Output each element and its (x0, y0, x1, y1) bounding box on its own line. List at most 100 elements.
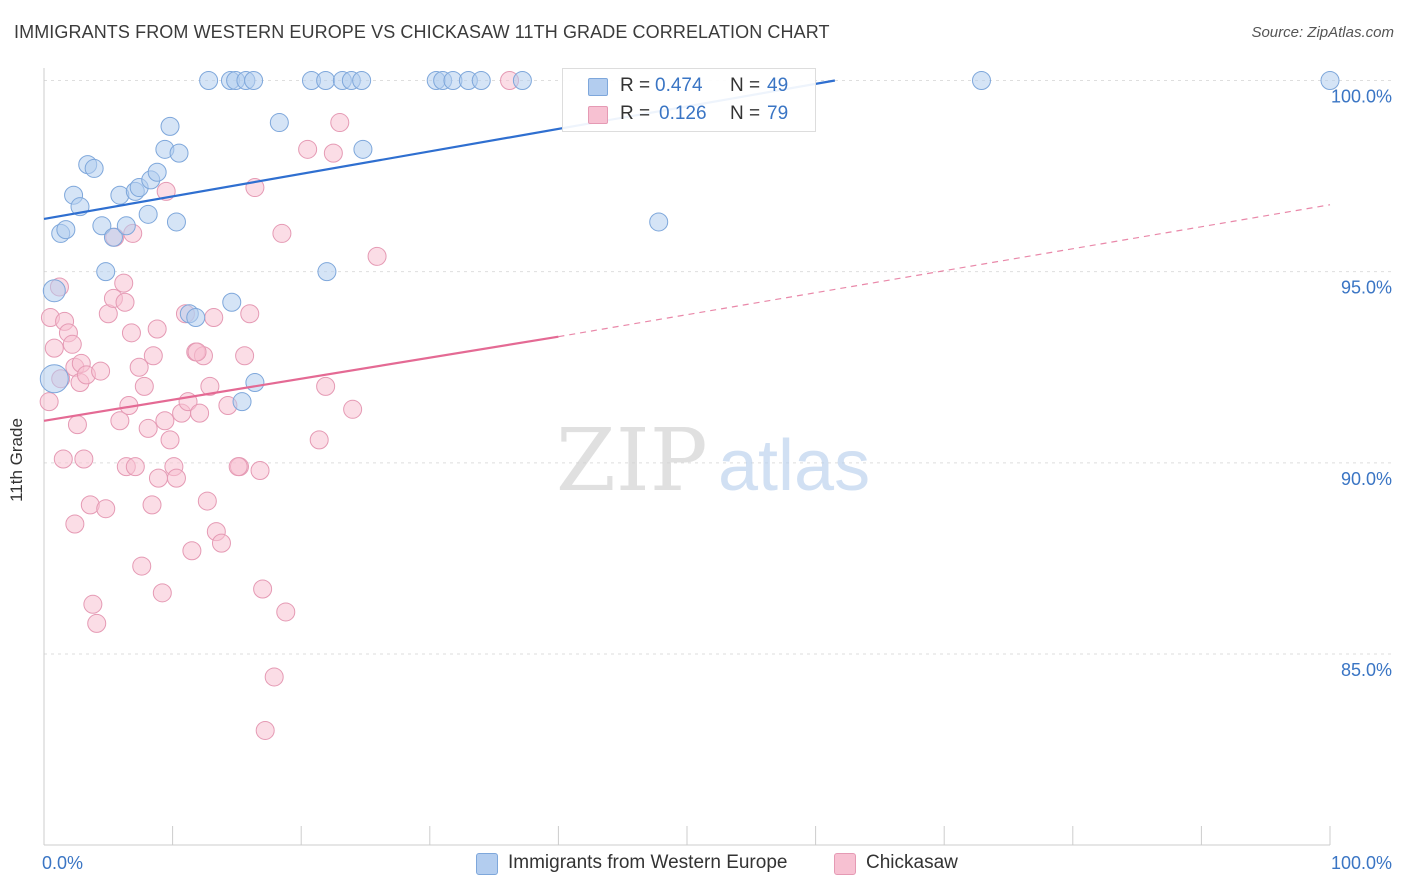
western-europe-point (92, 216, 112, 236)
chickasaw-point (67, 415, 87, 435)
chickasaw-trend-extension (558, 204, 1331, 338)
series-western-europe-points (39, 71, 1340, 412)
chickasaw-point (200, 376, 220, 396)
chickasaw-point (228, 457, 248, 477)
chickasaw-point (235, 346, 255, 366)
chickasaw-point (74, 449, 94, 469)
western-europe-point (245, 373, 265, 393)
gridlines (44, 80, 1392, 655)
western-europe-point (147, 162, 167, 182)
chickasaw-point (91, 361, 111, 381)
western-europe-point (116, 216, 136, 236)
r-label: R = (620, 75, 651, 96)
x-tick-label-min: 0.0% (42, 853, 83, 873)
western-europe-point (222, 292, 242, 312)
r-label: R = (620, 103, 651, 124)
x-tick-label-max: 100.0% (1331, 853, 1392, 873)
western-europe-point (160, 116, 180, 136)
chickasaw-point (132, 556, 152, 576)
chickasaw-point (155, 411, 175, 431)
chickasaw-point (197, 491, 217, 511)
bottom-legend-swatch-blue (476, 853, 498, 875)
western-europe-point (84, 158, 104, 178)
western-europe-point (169, 143, 189, 163)
chickasaw-point (166, 468, 186, 488)
source-label: Source: ZipAtlas.com (1251, 24, 1394, 41)
bottom-legend-swatch-pink (834, 853, 856, 875)
western-europe-point (199, 71, 219, 90)
western-europe-point (317, 262, 337, 282)
chickasaw-point (125, 457, 145, 477)
chickasaw-point (330, 113, 350, 133)
chickasaw-point (134, 376, 154, 396)
chickasaw-point (148, 468, 168, 488)
western-europe-point (166, 212, 186, 232)
chickasaw-point (129, 357, 149, 377)
western-europe-point (353, 139, 373, 159)
watermark-atlas: atlas (718, 426, 870, 506)
chickasaw-point (44, 338, 64, 358)
chickasaw-point (87, 613, 107, 633)
chickasaw-point (298, 139, 318, 159)
chickasaw-point (160, 430, 180, 450)
chickasaw-point (272, 223, 292, 243)
chickasaw-point (143, 346, 163, 366)
bottom-legend-label: Chickasaw (866, 852, 958, 873)
western-europe-point (232, 392, 252, 412)
chickasaw-point (39, 392, 59, 412)
western-europe-point (1320, 71, 1340, 90)
watermark: ZIP atlas (556, 411, 870, 511)
western-europe-point (971, 71, 991, 90)
watermark-zip: ZIP (556, 411, 708, 511)
y-tick-label: 95.0% (1341, 278, 1392, 298)
chickasaw-point (152, 583, 172, 603)
chickasaw-point (182, 541, 202, 561)
n-label: N = (730, 103, 761, 124)
chickasaw-point (138, 418, 158, 438)
y-tick-label: 90.0% (1341, 469, 1392, 489)
chickasaw-point (343, 399, 363, 419)
chart-title: IMMIGRANTS FROM WESTERN EUROPE VS CHICKA… (14, 22, 830, 42)
chickasaw-point (316, 376, 336, 396)
chickasaw-point (65, 514, 85, 534)
legend-swatch-blue (588, 78, 608, 96)
axes (43, 68, 1331, 846)
series-chickasaw-points (39, 71, 520, 740)
chickasaw-trend-line (43, 335, 559, 422)
chickasaw-point (255, 720, 275, 740)
chickasaw-point (121, 323, 141, 343)
bottom-legend-label: Immigrants from Western Europe (508, 852, 788, 873)
y-tick-label: 85.0% (1341, 660, 1392, 680)
chickasaw-point (309, 430, 329, 450)
chickasaw-point (204, 308, 224, 328)
chickasaw-point (114, 273, 134, 293)
legend-swatch-pink (588, 106, 608, 124)
y-tick-label: 100.0% (1331, 87, 1392, 107)
chickasaw-point (253, 579, 273, 599)
n-value: 79 (767, 103, 789, 124)
chickasaw-point (110, 411, 130, 431)
chickasaw-point (323, 143, 343, 163)
r-value: 0.126 (659, 103, 707, 124)
correlation-legend: R = 0.474 N = 49 R = 0.126 N = 79 (562, 68, 816, 132)
western-europe-point (512, 71, 532, 90)
western-europe-point (352, 71, 372, 90)
legend-row-chickasaw: R = 0.126 N = 79 (563, 100, 815, 128)
western-europe-point (39, 364, 69, 394)
n-value: 49 (767, 75, 789, 96)
western-europe-point (103, 227, 123, 247)
chickasaw-point (240, 304, 260, 324)
western-europe-point (316, 71, 336, 90)
western-europe-point (186, 308, 206, 328)
chickasaw-point (115, 292, 135, 312)
chickasaw-point (367, 246, 387, 266)
r-value: 0.474 (655, 75, 703, 96)
western-europe-point (96, 262, 116, 282)
chickasaw-point (83, 594, 103, 614)
chickasaw-point (147, 319, 167, 339)
chickasaw-point (187, 342, 207, 362)
tick-labels: 85.0% 90.0% 95.0% 100.0% 0.0% 100.0% (42, 87, 1392, 874)
western-europe-point (471, 71, 491, 90)
legend-row-western-europe: R = 0.474 N = 49 (563, 72, 815, 100)
